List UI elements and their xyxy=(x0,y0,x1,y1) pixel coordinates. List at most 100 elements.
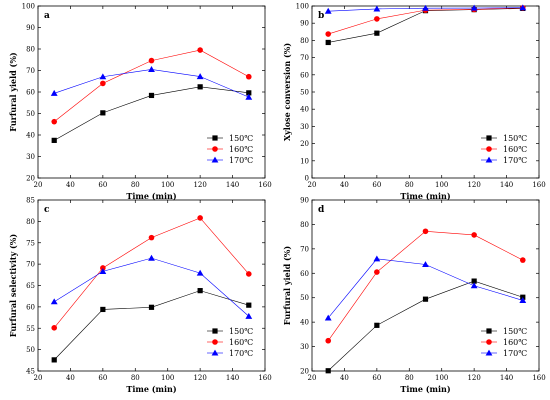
x-tick-label: 100 xyxy=(435,181,448,189)
x-axis-label: Time (min) xyxy=(126,191,176,201)
y-tick-label: 90 xyxy=(300,20,309,28)
x-tick-label: 40 xyxy=(66,181,75,189)
legend-label: 150℃ xyxy=(503,327,527,336)
legend-marker xyxy=(212,135,218,141)
chart-panel-b: 20 40 60 80 100 120 140 160 0 10 20 30 40 50 60 70 80 90 1… xyxy=(282,3,546,202)
data-point xyxy=(148,234,155,241)
panel-label: b xyxy=(318,11,324,21)
y-tick-label: 70 xyxy=(300,245,309,253)
x-tick-label: 20 xyxy=(308,374,317,382)
data-point xyxy=(51,325,58,331)
series-line xyxy=(53,290,249,361)
data-point xyxy=(470,282,478,289)
y-tick-label: 75 xyxy=(26,239,35,247)
y-tick-label: 40 xyxy=(26,132,35,140)
y-tick-label: 60 xyxy=(300,71,309,79)
series-line xyxy=(53,217,250,329)
series-2 xyxy=(50,254,253,319)
legend-marker xyxy=(485,349,493,356)
y-tick-label: 60 xyxy=(300,270,309,278)
series-line xyxy=(328,280,523,371)
x-axis-label: Time (min) xyxy=(400,191,450,201)
legend-marker xyxy=(486,135,492,141)
x-tick-label: 40 xyxy=(340,374,349,382)
series-line xyxy=(327,258,523,319)
legend-label: 160℃ xyxy=(229,145,253,154)
y-tick-label: 90 xyxy=(26,24,35,32)
y-tick-label: 50 xyxy=(26,110,35,118)
y-axis-label: Furfural selectivity (%) xyxy=(8,234,18,338)
data-point xyxy=(51,118,58,125)
data-point xyxy=(325,31,332,37)
data-point xyxy=(471,232,477,238)
x-tick-label: 80 xyxy=(131,374,140,382)
data-point xyxy=(196,73,204,80)
series-2 xyxy=(50,66,253,100)
y-tick-label: 50 xyxy=(300,294,309,302)
data-point xyxy=(100,80,106,87)
data-point xyxy=(197,47,203,53)
y-tick-label: 20 xyxy=(300,368,309,376)
x-tick-label: 60 xyxy=(98,181,107,189)
data-point xyxy=(373,255,381,262)
y-tick-label: 20 xyxy=(300,140,309,148)
panel-label: c xyxy=(44,205,50,215)
y-tick-label: 65 xyxy=(26,282,35,290)
legend-label: 150℃ xyxy=(229,327,253,336)
legend-label: 160℃ xyxy=(503,145,527,154)
series-0 xyxy=(51,288,252,363)
data-point xyxy=(148,304,155,310)
data-point xyxy=(324,7,332,14)
y-tick-label: 45 xyxy=(26,368,35,376)
data-point xyxy=(246,302,252,308)
x-tick-label: 40 xyxy=(66,374,75,382)
y-tick-label: 40 xyxy=(300,106,309,114)
x-axis-label: Time (min) xyxy=(126,384,176,394)
data-point xyxy=(324,314,332,321)
x-tick-label: 140 xyxy=(226,181,239,189)
legend-label: 160℃ xyxy=(229,338,253,347)
y-tick-label: 80 xyxy=(300,37,309,45)
data-point xyxy=(374,30,380,36)
data-point xyxy=(325,368,331,374)
data-point xyxy=(245,312,253,319)
data-point xyxy=(374,322,380,328)
data-point xyxy=(197,84,203,90)
y-axis-label: Furfural yield (%) xyxy=(8,52,18,132)
data-point xyxy=(100,110,106,116)
data-point xyxy=(325,39,331,46)
chart-panel-d: 20 40 60 80 100 120 140 160 20 30 40 50 60 70 80 90 Time… xyxy=(282,197,546,395)
y-tick-label: 85 xyxy=(26,197,35,205)
y-tick-label: 60 xyxy=(26,89,35,97)
data-point xyxy=(100,306,106,313)
x-tick-label: 40 xyxy=(340,181,349,189)
data-point xyxy=(470,4,478,11)
y-tick-label: 80 xyxy=(26,218,35,226)
data-point xyxy=(374,16,380,22)
data-point xyxy=(519,4,527,11)
data-point xyxy=(245,93,253,100)
series-line xyxy=(328,8,523,43)
y-axis-label: Furfural yield (%) xyxy=(282,246,292,326)
data-point xyxy=(422,261,429,268)
data-point xyxy=(471,278,477,284)
x-tick-label: 80 xyxy=(405,374,414,382)
y-tick-label: 40 xyxy=(300,319,309,327)
data-point xyxy=(99,73,107,80)
y-axis-label: Xylose conversion (%) xyxy=(282,43,292,141)
x-tick-label: 120 xyxy=(193,181,206,189)
legend-marker xyxy=(485,156,493,163)
y-tick-label: 100 xyxy=(296,3,309,11)
legend-marker xyxy=(486,328,492,334)
x-tick-label: 120 xyxy=(193,374,206,382)
x-tick-label: 100 xyxy=(161,181,174,189)
x-tick-label: 80 xyxy=(405,181,414,189)
data-point xyxy=(374,269,380,275)
legend-marker xyxy=(486,146,492,152)
legend-marker xyxy=(486,339,492,345)
y-tick-label: 30 xyxy=(26,153,35,161)
x-tick-label: 60 xyxy=(372,181,381,189)
data-point xyxy=(196,269,204,276)
x-tick-label: 80 xyxy=(131,181,140,189)
x-tick-label: 140 xyxy=(226,374,239,382)
